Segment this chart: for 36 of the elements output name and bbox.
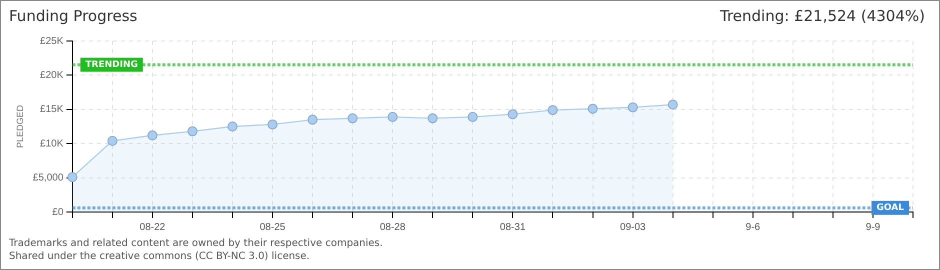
point (668, 100, 678, 110)
text: Trending: £21,524 (4304%) (720, 7, 925, 25)
point (548, 105, 558, 116)
x-tick-label: 08-25 (260, 222, 286, 233)
y-axis-title: PLEDGED (14, 104, 25, 148)
x-tick-label: 9-6 (746, 222, 761, 233)
ref-line-label: TRENDING (85, 60, 138, 70)
point (388, 112, 398, 122)
y-tick-label: £15K (40, 104, 64, 116)
point (228, 122, 238, 132)
text: Trademarks and related content are owned by their respective companies. (9, 238, 383, 249)
chart-title: Funding Progress (9, 7, 138, 25)
x-tick-label: 9-9 (866, 222, 881, 233)
y-tick-label: £0 (52, 206, 64, 218)
y-tick-label: £25K (40, 36, 64, 47)
x-tick-label: 08-31 (500, 222, 526, 233)
ref-line-label: GOAL (876, 203, 904, 214)
point (508, 109, 518, 120)
x-tick-label: 09-03 (620, 222, 646, 233)
x-tick-label: 08-28 (380, 222, 406, 233)
point (428, 113, 438, 124)
point (67, 172, 78, 182)
point (187, 126, 198, 136)
text: Shared under the creative commons (CC BY-NC 3.0) license. (9, 251, 310, 262)
point (147, 130, 158, 140)
point (107, 136, 118, 146)
point (628, 102, 638, 112)
x-tick-label: 08-22 (140, 222, 166, 233)
point (348, 113, 358, 124)
y-tick-label: £5,000 (32, 172, 64, 184)
point (588, 104, 598, 114)
point (268, 119, 278, 130)
y-tick-label: £10K (40, 138, 64, 150)
point (468, 112, 478, 122)
y-tick-label: £20K (40, 70, 64, 81)
point (308, 114, 318, 125)
